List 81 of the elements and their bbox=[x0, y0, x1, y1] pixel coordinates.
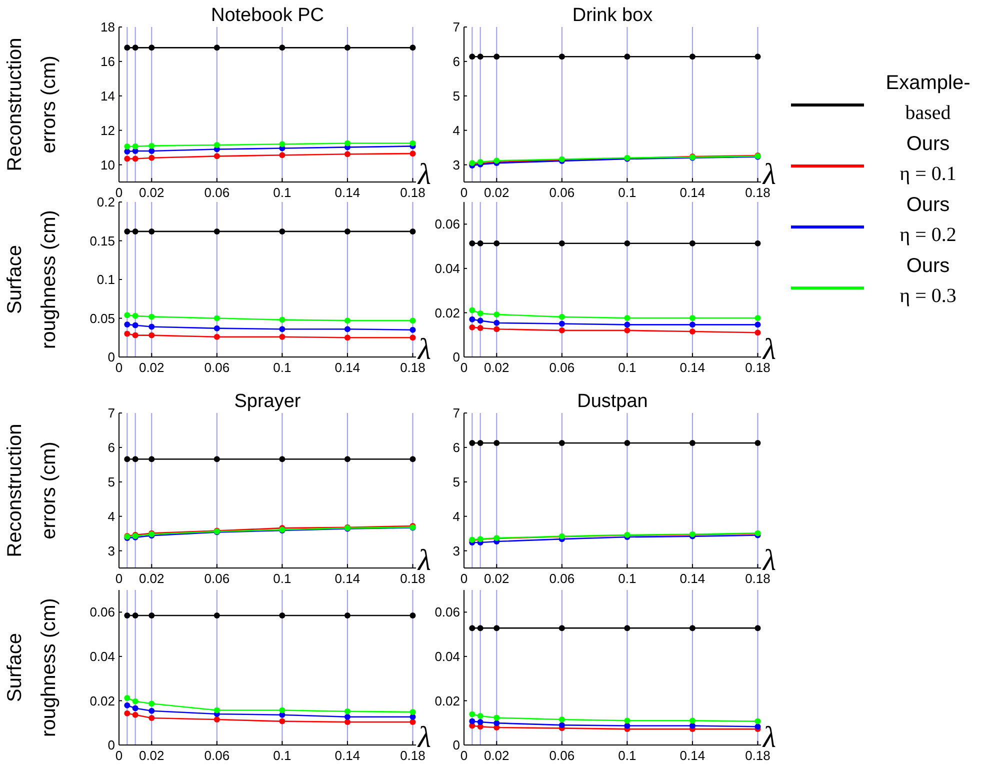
y-tick-label: 6 bbox=[108, 440, 115, 455]
y-axis-title: Surface roughness (cm) bbox=[4, 210, 60, 349]
x-tick-label: 0.02 bbox=[484, 360, 510, 375]
y-tick-label: 3 bbox=[452, 157, 460, 172]
x-tick-label: 0.1 bbox=[273, 748, 292, 763]
y-tick-label: 0.02 bbox=[434, 305, 460, 320]
y-axis-title: Reconstruction errors (cm) bbox=[4, 424, 60, 558]
x-tick-label: 0.06 bbox=[204, 748, 230, 763]
x-tick-label: 0.06 bbox=[549, 748, 575, 763]
y-tick-label: 7 bbox=[452, 20, 460, 35]
x-tick-label: 0.02 bbox=[484, 571, 510, 586]
y-tick-label: 0.1 bbox=[96, 272, 115, 288]
y-tick-label: 6 bbox=[452, 440, 460, 455]
y-tick-label: 3 bbox=[452, 543, 460, 558]
x-tick-label: 0.1 bbox=[618, 185, 636, 200]
x-tick-label: 0.14 bbox=[680, 360, 706, 375]
x-tick-label: 0.1 bbox=[273, 571, 292, 586]
y-tick-label: 0.04 bbox=[434, 648, 460, 664]
x-tick-label: 0.14 bbox=[334, 360, 360, 375]
y-tick-label: 0.2 bbox=[96, 194, 115, 210]
y-axis-title: Reconstruction errors (cm) bbox=[4, 38, 60, 172]
chart-title: Dustpan bbox=[577, 391, 648, 412]
y-tick-label: 0 bbox=[452, 350, 460, 365]
x-tick-label: 0.06 bbox=[549, 185, 575, 200]
y-tick-label: 3 bbox=[108, 543, 115, 558]
legend-label: Ours η = 0.2 bbox=[900, 194, 956, 246]
x-tick-label: 0.02 bbox=[138, 360, 164, 375]
y-tick-label: 0.04 bbox=[90, 648, 115, 664]
y-tick-label: 0.06 bbox=[90, 604, 115, 620]
x-tick-label: 0.14 bbox=[680, 571, 706, 586]
chart-title: Drink box bbox=[572, 5, 654, 26]
x-tick-label: 0.06 bbox=[204, 360, 230, 375]
x-tick-label: 0.02 bbox=[138, 185, 164, 200]
y-axis-title: Surface roughness (cm) bbox=[4, 598, 60, 737]
x-tick-label: 0.1 bbox=[618, 748, 636, 763]
y-tick-label: 0 bbox=[452, 738, 460, 753]
x-tick-label: 0.06 bbox=[204, 185, 230, 200]
y-tick-label: 0.04 bbox=[434, 260, 460, 276]
x-tick-label: 0.14 bbox=[680, 185, 706, 200]
y-tick-label: 7 bbox=[452, 406, 460, 421]
y-tick-label: 12 bbox=[100, 122, 115, 138]
x-tick-label: 0.1 bbox=[273, 185, 292, 200]
y-tick-label: 5 bbox=[452, 474, 460, 490]
y-tick-label: 16 bbox=[100, 54, 115, 69]
y-tick-label: 6 bbox=[452, 54, 460, 69]
y-tick-label: 0.15 bbox=[90, 233, 115, 248]
y-tick-label: 0.02 bbox=[434, 693, 460, 708]
y-tick-label: 0.06 bbox=[434, 216, 460, 232]
y-tick-label: 5 bbox=[452, 88, 460, 104]
x-tick-label: 0.14 bbox=[680, 748, 706, 763]
y-tick-label: 4 bbox=[452, 122, 460, 138]
x-tick-label: 0.1 bbox=[273, 360, 292, 375]
x-tick-label: 0.06 bbox=[549, 360, 575, 375]
y-tick-label: 0.02 bbox=[90, 693, 115, 708]
y-tick-label: 0.05 bbox=[90, 310, 115, 326]
y-tick-label: 7 bbox=[108, 406, 115, 421]
chart-title: Notebook PC bbox=[210, 5, 324, 26]
legend-label: Example-based bbox=[886, 72, 970, 124]
y-tick-label: 0 bbox=[108, 350, 115, 365]
y-tick-label: 18 bbox=[100, 20, 115, 35]
x-tick-label: 0.06 bbox=[204, 571, 230, 586]
legend-label: Ours η = 0.1 bbox=[900, 133, 956, 185]
chart-title: Sprayer bbox=[234, 391, 302, 412]
y-tick-label: 4 bbox=[452, 508, 460, 524]
y-tick-label: 0 bbox=[108, 738, 115, 753]
x-tick-label: 0.06 bbox=[549, 571, 575, 586]
y-tick-label: 4 bbox=[108, 508, 115, 524]
x-tick-label: 0.02 bbox=[484, 748, 510, 763]
y-tick-label: 0.06 bbox=[434, 604, 460, 620]
x-tick-label: 0.02 bbox=[484, 185, 510, 200]
y-tick-label: 10 bbox=[100, 157, 115, 172]
x-tick-label: 0.1 bbox=[618, 571, 636, 586]
x-tick-label: 0.02 bbox=[138, 748, 164, 763]
y-tick-label: 14 bbox=[100, 88, 115, 104]
y-tick-label: 5 bbox=[108, 474, 115, 490]
x-tick-label: 0.1 bbox=[618, 360, 636, 375]
x-tick-label: 0.14 bbox=[334, 748, 360, 763]
x-tick-label: 0.02 bbox=[138, 571, 164, 586]
x-tick-label: 0.14 bbox=[334, 185, 360, 200]
legend-label: Ours η = 0.3 bbox=[900, 255, 956, 307]
x-tick-label: 0.14 bbox=[334, 571, 360, 586]
